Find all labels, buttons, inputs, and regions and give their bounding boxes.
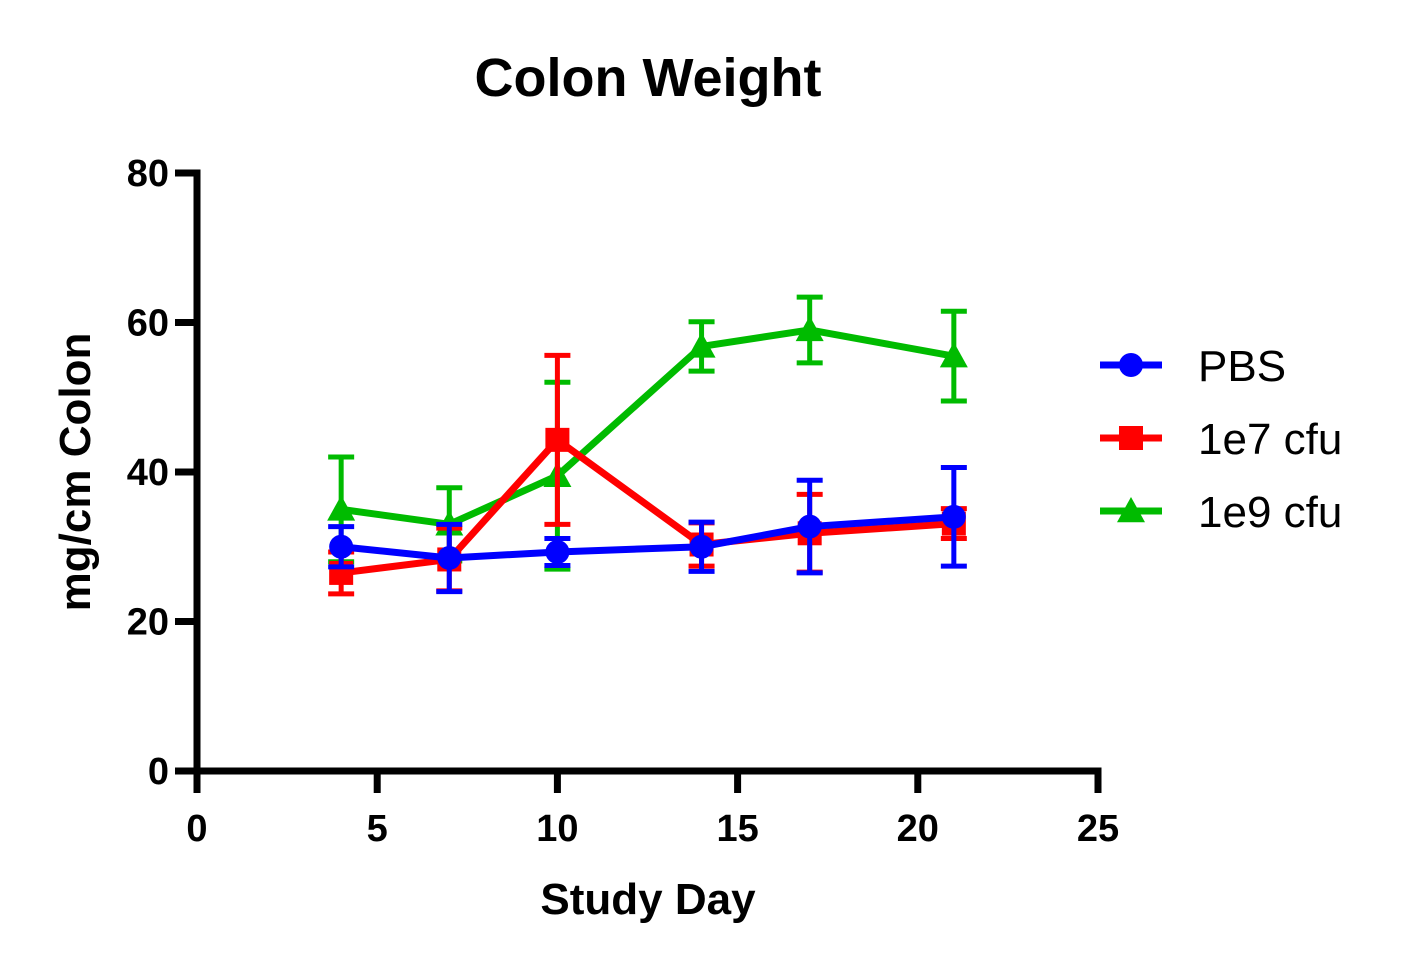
- data-point: [939, 342, 968, 368]
- data-point: [545, 539, 570, 564]
- data-point: [795, 315, 824, 342]
- y-tick-label: 80: [127, 153, 169, 195]
- legend-label: 1e9 cfu: [1198, 488, 1342, 537]
- legend-label: 1e7 cfu: [1198, 415, 1342, 464]
- legend-item: 1e9 cfu: [1100, 488, 1342, 537]
- axes: 0 20 40 60 80 0 5 10 15 20 25: [127, 153, 1119, 850]
- y-tick-label: 20: [127, 602, 169, 644]
- y-tick-label: 0: [148, 751, 169, 793]
- data-point: [329, 534, 354, 559]
- data-point: [941, 504, 966, 529]
- legend-marker: [1119, 353, 1143, 377]
- x-axis-label: Study Day: [540, 875, 756, 924]
- x-tick-label: 5: [367, 808, 388, 850]
- legend-item: 1e7 cfu: [1100, 415, 1342, 464]
- y-tick-label: 40: [127, 452, 169, 494]
- data-point: [545, 427, 570, 452]
- series-pbs: [328, 465, 967, 595]
- series-layer: [327, 294, 968, 597]
- series-line: [340, 326, 955, 528]
- series-line: [340, 513, 955, 562]
- x-tick-label: 25: [1077, 808, 1119, 850]
- y-axis-label: mg/cm Colon: [51, 333, 100, 612]
- data-point: [437, 545, 462, 570]
- data-point: [687, 332, 716, 358]
- x-tick-label: 20: [897, 808, 939, 850]
- legend: PBS 1e7 cfu 1e9 cfu: [1100, 342, 1342, 537]
- chart-title: Colon Weight: [475, 48, 822, 108]
- y-tick-label: 60: [127, 303, 169, 345]
- legend-marker: [1119, 426, 1143, 450]
- x-tick-label: 10: [536, 808, 578, 850]
- legend-marker: [1117, 497, 1145, 523]
- x-tick-label: 0: [186, 808, 207, 850]
- x-tick-label: 15: [716, 808, 758, 850]
- series-line: [340, 436, 955, 577]
- data-point: [797, 514, 822, 539]
- legend-label: PBS: [1198, 342, 1286, 391]
- data-point: [689, 534, 714, 559]
- data-point: [327, 495, 356, 521]
- legend-item: PBS: [1100, 342, 1286, 391]
